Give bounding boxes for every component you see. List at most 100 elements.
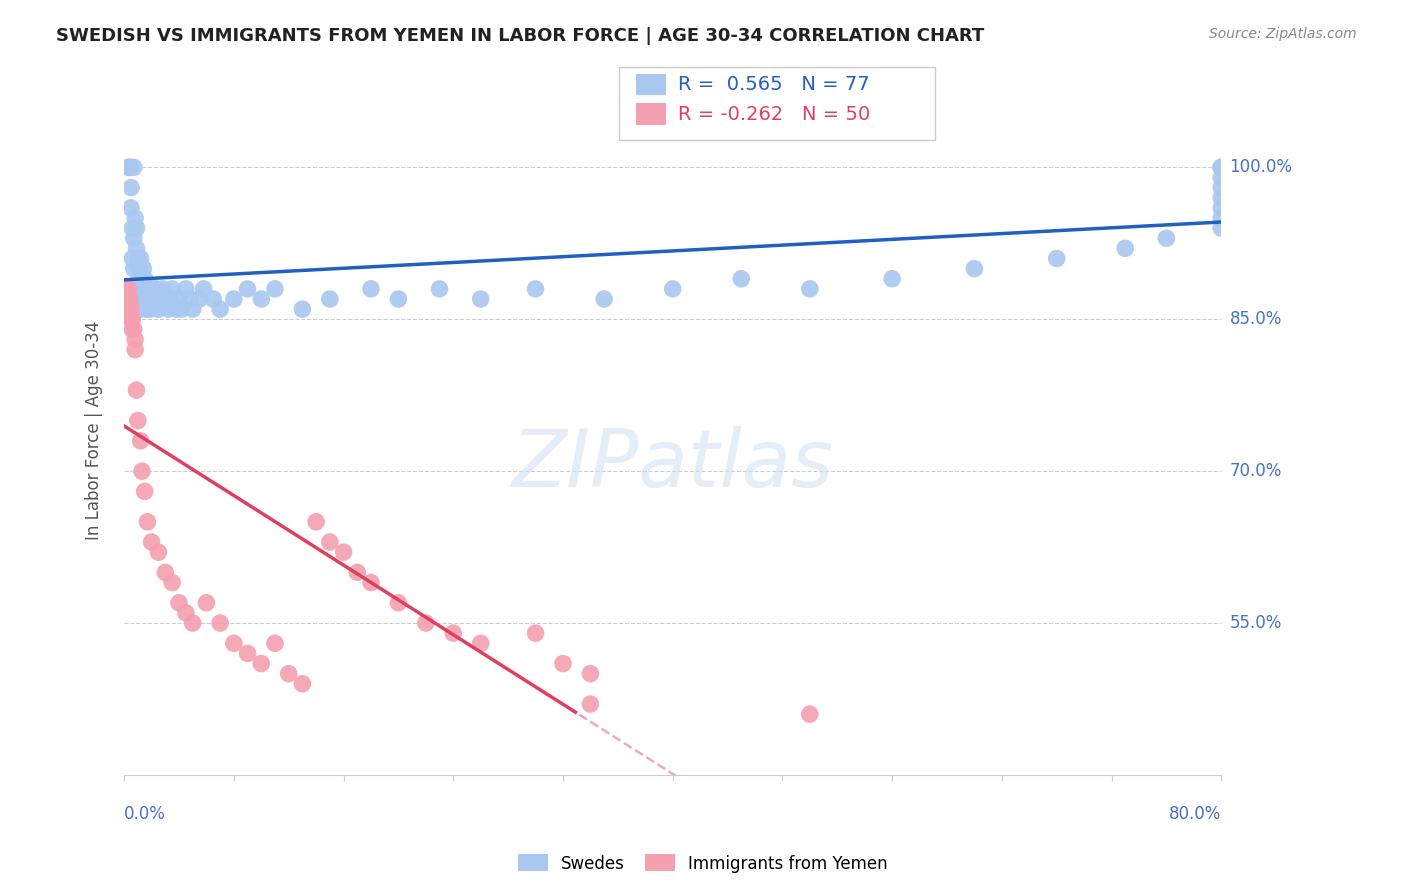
Point — [117, 292, 139, 306]
Point — [124, 282, 146, 296]
Text: 80.0%: 80.0% — [1168, 805, 1222, 823]
Point — [305, 515, 328, 529]
Point — [135, 302, 157, 317]
Point — [222, 636, 245, 650]
Point — [236, 282, 259, 296]
Point — [1211, 221, 1233, 235]
Point — [661, 282, 683, 296]
Point — [181, 615, 204, 630]
Point — [136, 515, 159, 529]
Point — [524, 626, 547, 640]
Point — [250, 657, 273, 671]
Point — [128, 272, 150, 286]
Point — [799, 707, 821, 722]
Point — [121, 312, 143, 326]
Point — [963, 261, 986, 276]
Point — [202, 292, 225, 306]
Text: 85.0%: 85.0% — [1230, 310, 1282, 328]
Point — [1211, 191, 1233, 205]
Text: Source: ZipAtlas.com: Source: ZipAtlas.com — [1209, 27, 1357, 41]
Point — [1114, 241, 1136, 255]
Point — [143, 292, 166, 306]
Point — [551, 657, 574, 671]
Point — [125, 383, 148, 397]
Point — [131, 464, 153, 478]
Point — [122, 231, 145, 245]
Point — [195, 596, 218, 610]
Point — [138, 292, 160, 306]
Point — [179, 292, 201, 306]
Point — [470, 636, 492, 650]
Text: 70.0%: 70.0% — [1230, 462, 1282, 480]
Point — [125, 221, 148, 235]
Point — [160, 282, 183, 296]
Legend: Swedes, Immigrants from Yemen: Swedes, Immigrants from Yemen — [512, 847, 894, 880]
Point — [124, 211, 146, 225]
Text: ZIPatlas: ZIPatlas — [512, 426, 834, 504]
Point — [121, 322, 143, 336]
Y-axis label: In Labor Force | Age 30-34: In Labor Force | Age 30-34 — [86, 321, 103, 541]
Point — [132, 261, 155, 276]
Text: 100.0%: 100.0% — [1230, 159, 1292, 177]
Point — [174, 282, 197, 296]
Point — [157, 302, 180, 317]
Point — [141, 282, 163, 296]
Point — [387, 292, 409, 306]
Point — [124, 343, 146, 357]
Point — [387, 596, 409, 610]
Point — [157, 292, 180, 306]
Point — [134, 272, 156, 286]
Point — [128, 261, 150, 276]
Text: R = -0.262   N = 50: R = -0.262 N = 50 — [678, 104, 870, 124]
Point — [136, 282, 159, 296]
Point — [145, 282, 167, 296]
Point — [167, 596, 190, 610]
Point — [181, 302, 204, 317]
Point — [139, 302, 162, 317]
Point — [291, 677, 314, 691]
Point — [118, 302, 141, 317]
Point — [118, 161, 141, 175]
Point — [250, 292, 273, 306]
Point — [115, 282, 138, 296]
Point — [415, 615, 437, 630]
Point — [209, 302, 232, 317]
Point — [1211, 201, 1233, 215]
Point — [170, 302, 193, 317]
Point — [118, 292, 141, 306]
Point — [319, 292, 342, 306]
Point — [125, 241, 148, 255]
Point — [155, 292, 177, 306]
Point — [129, 252, 152, 266]
Point — [148, 545, 170, 559]
Text: 55.0%: 55.0% — [1230, 614, 1282, 632]
Point — [277, 666, 299, 681]
Point — [127, 413, 149, 427]
Point — [121, 252, 143, 266]
Point — [120, 302, 142, 317]
Point — [148, 302, 170, 317]
Point — [882, 272, 904, 286]
Point — [122, 161, 145, 175]
Point — [115, 292, 138, 306]
Point — [117, 302, 139, 317]
Point — [319, 535, 342, 549]
Point — [236, 647, 259, 661]
Point — [121, 221, 143, 235]
Point — [118, 161, 141, 175]
Point — [579, 697, 602, 711]
Point — [152, 282, 174, 296]
Point — [222, 292, 245, 306]
Point — [524, 282, 547, 296]
Point — [117, 282, 139, 296]
Point — [134, 292, 156, 306]
Point — [291, 302, 314, 317]
Point — [150, 292, 173, 306]
Point — [441, 626, 464, 640]
Point — [120, 201, 142, 215]
Point — [360, 575, 382, 590]
Point — [117, 161, 139, 175]
Point — [160, 575, 183, 590]
Point — [127, 292, 149, 306]
Point — [188, 292, 211, 306]
